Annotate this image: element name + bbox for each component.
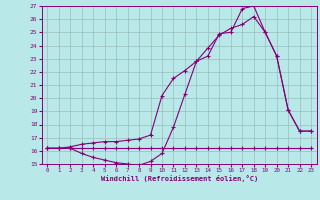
X-axis label: Windchill (Refroidissement éolien,°C): Windchill (Refroidissement éolien,°C) <box>100 175 258 182</box>
